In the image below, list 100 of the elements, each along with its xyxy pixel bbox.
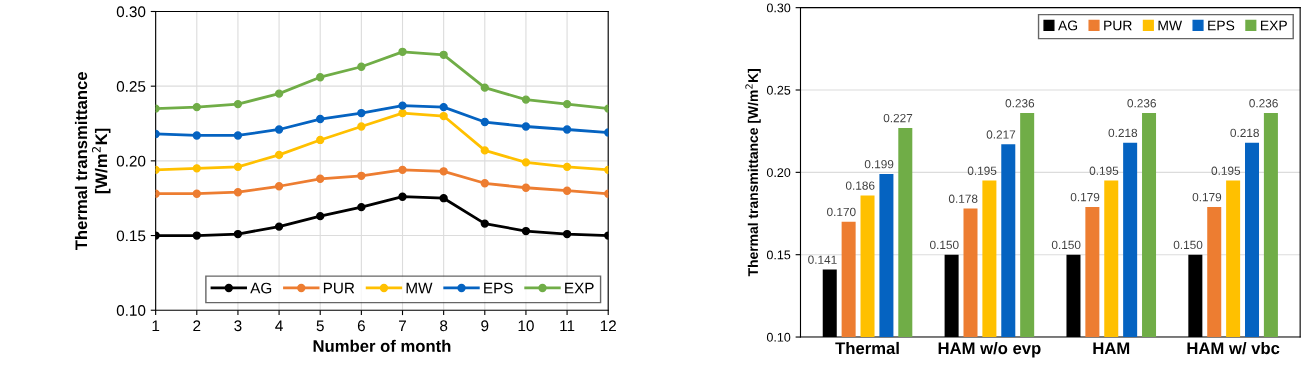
data-label: 0.236 [1005,99,1035,108]
point [521,95,531,104]
data-label: 0.236 [1249,99,1278,108]
y-tick-label: 0.20 [766,168,791,177]
point [480,146,489,155]
x-tick-label: HAM [1093,342,1130,354]
point [192,231,201,240]
data-label: 0.141 [808,255,837,264]
x-tick-label: 7 [399,320,406,332]
data-label: 0.195 [1089,166,1119,175]
point [562,125,572,134]
point [233,99,243,109]
data-label: 0.218 [1230,128,1259,138]
point [316,73,325,82]
point [521,158,531,167]
point [398,108,407,118]
legend-label: AG [1058,20,1078,31]
point [439,102,448,112]
x-axis-title: Number of month [313,339,451,352]
data-label: 0.179 [1192,192,1222,202]
legend-label: EXP [1261,20,1287,31]
x-tick-label: 9 [481,320,489,332]
legend-label: AG [250,282,272,294]
point [192,164,201,173]
x-tick-label: HAM w/ vbc [1187,341,1280,355]
legend-label: MW [1158,20,1183,31]
point [480,219,489,228]
point [480,117,489,127]
y-tick-label: 0.30 [766,3,791,13]
data-label: 0.236 [1127,99,1156,108]
legend-label: EXP [565,282,594,294]
point [439,111,448,121]
point [357,202,366,212]
point [316,211,325,221]
data-label: 0.195 [1211,166,1241,175]
x-tick-label: 11 [560,320,575,332]
data-label: 0.199 [864,160,894,169]
legend-label: MW [406,282,433,294]
point [562,162,572,172]
y-tick-label: 0.15 [116,230,146,242]
data-label: 0.150 [1173,240,1203,250]
point [439,50,448,59]
x-tick-label: 12 [600,320,616,332]
point [398,101,407,110]
x-tick-label: 2 [193,320,201,332]
x-tick-label: HAM w/o evp [938,341,1041,358]
y-tick-label: 0.10 [116,305,146,316]
point [521,183,531,192]
y-axis-title: Thermal transmittance [W/m$^{2}$K] [74,72,111,251]
y-tick-label: 0.10 [766,332,791,342]
point [521,226,531,236]
data-label: 0.150 [929,240,959,250]
point [562,229,572,239]
data-label: 0.195 [967,166,997,175]
legend-label: EPS [1208,20,1235,31]
point [316,135,325,145]
point [316,114,325,124]
point [316,174,325,183]
point [562,99,572,109]
point [439,167,448,176]
x-tick-label: 4 [275,320,283,332]
y-tick-label: 0.30 [116,6,146,18]
data-label: 0.170 [827,207,856,217]
x-tick-label: Thermal [835,341,899,355]
point [562,186,572,195]
data-label: 0.179 [1070,192,1100,202]
y-tick-label: 0.25 [116,81,146,92]
x-tick-label: 8 [440,320,448,332]
data-label: 0.227 [883,113,913,123]
point [274,182,284,191]
data-label: 0.186 [845,181,875,190]
point [274,222,284,231]
data-label: 0.217 [986,130,1016,139]
point [192,102,201,112]
point [357,122,366,131]
point [192,131,201,140]
x-tick-label: 1 [152,320,160,332]
point [398,47,407,56]
y-axis-title: Thermal transmittance [W/m$^{2}$K] [745,69,761,277]
data-label: 0.218 [1108,128,1138,138]
point [521,122,531,131]
y-tick-label: 0.25 [766,85,791,95]
point [357,171,366,180]
point [398,192,407,201]
point [439,194,448,203]
point [357,108,366,118]
point [274,125,284,134]
x-tick-label: 5 [316,320,324,332]
point [480,83,489,92]
point [233,229,243,239]
legend-label: PUR [1104,20,1132,31]
point [233,131,243,140]
point [274,150,284,160]
legend-label: EPS [484,282,513,294]
data-label: 0.150 [1051,240,1081,250]
point [233,188,243,197]
x-tick-label: 3 [234,320,242,332]
x-tick-label: 10 [518,320,534,332]
point [274,89,284,98]
data-label: 0.178 [948,194,978,203]
